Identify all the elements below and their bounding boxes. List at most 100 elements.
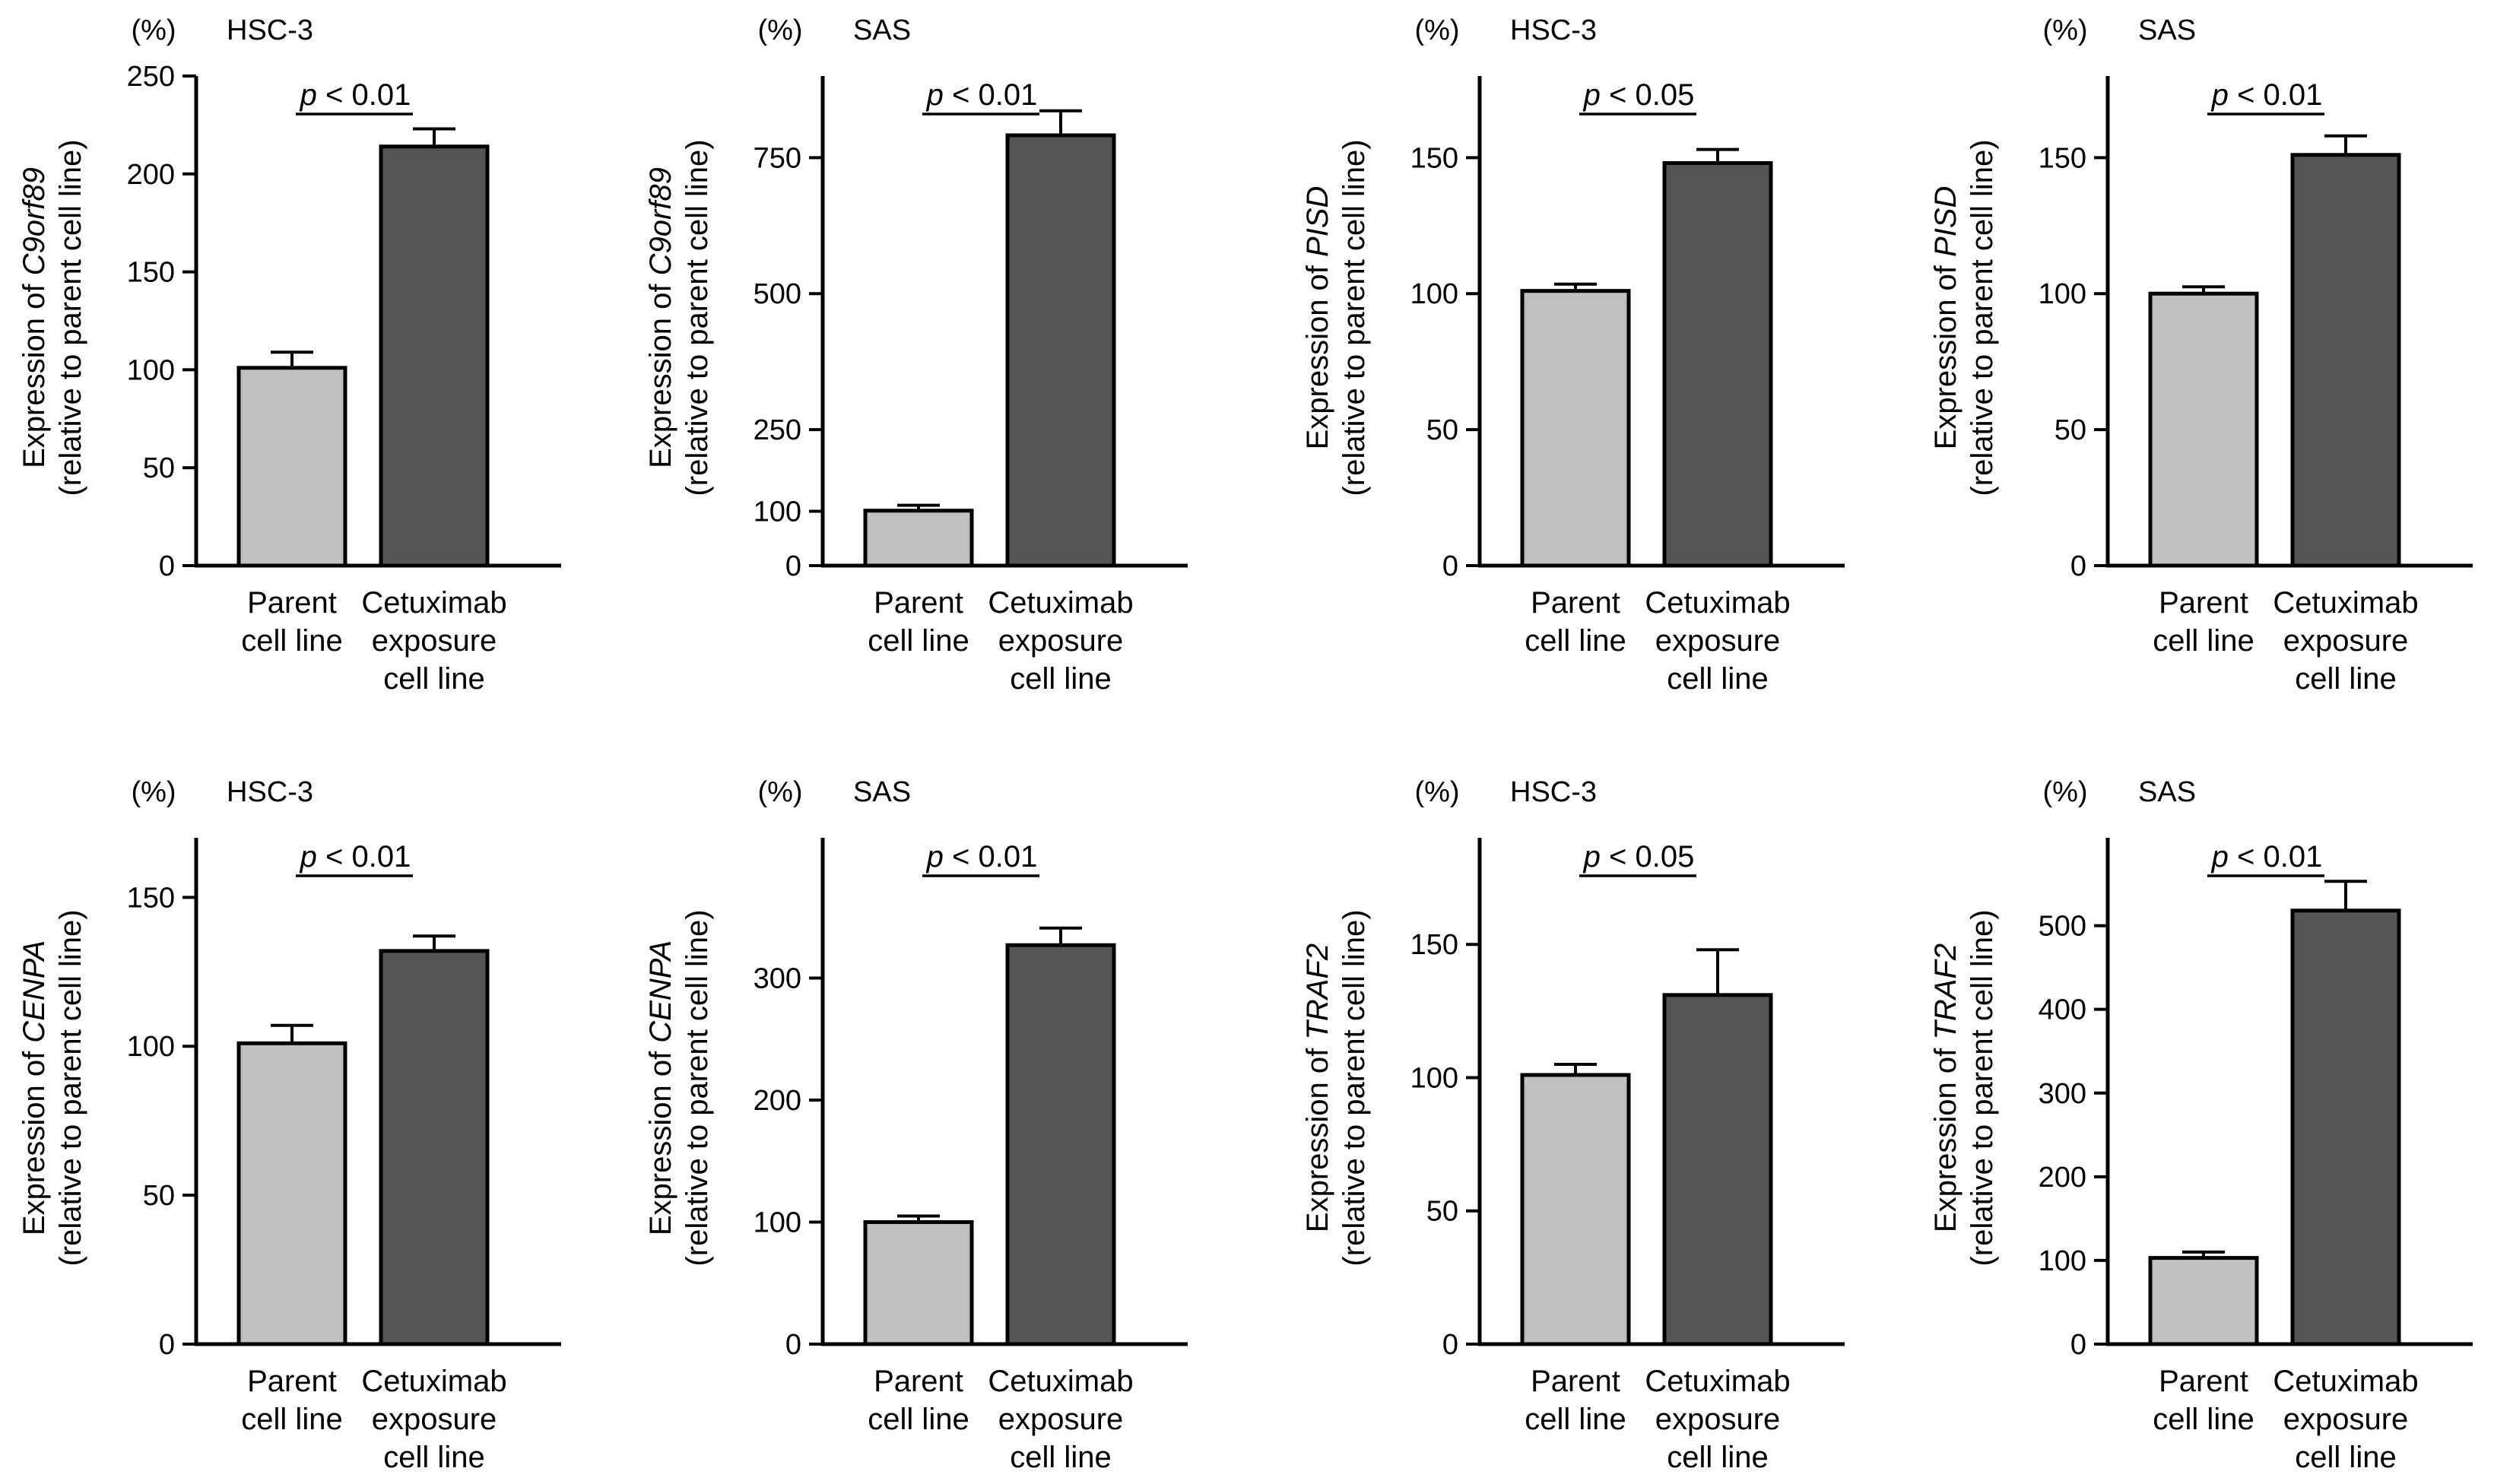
y-tick-label: 50 (143, 452, 175, 484)
y-axis-sublabel: (relative to parent cell line) (1337, 139, 1371, 496)
y-tick-label: 50 (143, 1180, 175, 1212)
category-label: cell line (1667, 1441, 1768, 1474)
y-tick-label: 200 (2039, 1162, 2086, 1194)
category-label: cell line (2295, 662, 2396, 696)
cell-line-title: HSC-3 (227, 776, 313, 808)
category-label: exposure (372, 624, 497, 658)
y-tick-label: 150 (1410, 142, 1458, 174)
y-tick-label: 100 (2039, 278, 2086, 310)
y-axis-sublabel: (relative to parent cell line) (54, 909, 87, 1266)
category-label: exposure (1655, 624, 1781, 658)
category-label: exposure (998, 1403, 1124, 1436)
y-axis-sublabel: (relative to parent cell line) (681, 139, 714, 496)
y-axis-label: Expression of TRAF2 (1929, 943, 1963, 1232)
category-label: Cetuximab (361, 586, 506, 620)
category-label: Parent (247, 586, 337, 620)
category-label: exposure (1655, 1403, 1781, 1436)
bar-parent (1520, 289, 1631, 568)
category-label: cell line (2295, 1441, 2396, 1474)
y-tick-label: 200 (754, 1085, 801, 1117)
y-tick-label: 200 (127, 159, 175, 191)
y-axis-sublabel: (relative to parent cell line) (681, 909, 714, 1266)
y-tick-label: 50 (1426, 1196, 1458, 1228)
gene-name: PISD (1929, 186, 1963, 257)
y-tick-label: 250 (754, 414, 801, 446)
y-tick-label: 0 (1442, 1329, 1458, 1361)
chart-panel-3: 0 50 100 150 (%) HSC-3 Expression of PISD (rela… (1301, 14, 1845, 696)
y-tick-label: 50 (1426, 414, 1458, 446)
bar-parent (236, 1041, 347, 1346)
y-tick-label: 750 (754, 142, 801, 174)
bar-cetuximab-exposure (1005, 943, 1116, 1346)
category-label: Cetuximab (361, 1365, 506, 1398)
chart-panel-6: 0 100 200 300 (%) SAS Expression of CENPA (rela… (644, 776, 1188, 1474)
unit-label: (%) (757, 14, 802, 46)
category-label: exposure (2283, 624, 2409, 658)
y-tick-label: 50 (2055, 414, 2086, 446)
bar-parent (2148, 1256, 2259, 1346)
y-tick-label: 150 (127, 882, 175, 914)
cell-line-title: SAS (2138, 776, 2196, 808)
chart-panel-4: 0 50 100 150 (%) SAS Expression of PISD (relati… (1929, 14, 2473, 696)
chart-panel-8: 0 100 200 300 400 500 (%) SAS Expression of TRAF… (1929, 776, 2473, 1474)
cell-line-title: SAS (853, 776, 911, 808)
cell-line-title: HSC-3 (1510, 14, 1597, 46)
category-label: Cetuximab (1645, 586, 1790, 620)
category-label: Parent (874, 586, 963, 620)
category-label: Parent (247, 1365, 337, 1398)
y-tick-label: 500 (2039, 911, 2086, 943)
unit-label: (%) (1414, 776, 1459, 808)
category-label: cell line (2153, 624, 2254, 658)
gene-name: CENPA (17, 940, 51, 1043)
bar-cetuximab-exposure (2290, 153, 2401, 568)
y-axis-label: Expression of PISD (1929, 186, 1963, 450)
cell-line-title: HSC-3 (1510, 776, 1597, 808)
category-label: Parent (874, 1365, 963, 1398)
category-label: cell line (1010, 662, 1111, 696)
y-axis-sublabel: (relative to parent cell line) (1966, 139, 1999, 496)
y-tick-label: 500 (754, 278, 801, 310)
category-label: exposure (2283, 1403, 2409, 1436)
p-value-label: p < 0.01 (300, 78, 411, 112)
unit-label: (%) (1414, 14, 1459, 46)
p-value-label: p < 0.01 (2211, 78, 2323, 112)
bar-cetuximab-exposure (1662, 160, 1773, 568)
y-tick-label: 0 (159, 1329, 175, 1361)
chart-panel-7: 0 50 100 150 (%) HSC-3 Expression of TRAF2 (rel… (1301, 776, 1845, 1474)
y-tick-label: 300 (754, 963, 801, 995)
category-label: Parent (2159, 586, 2248, 620)
y-tick-label: 100 (754, 496, 801, 528)
chart-panel-1: 0 50 100 150 200 250 (%) HSC-3 Expression of C9o… (17, 14, 561, 696)
bar-cetuximab-exposure (2290, 908, 2401, 1346)
category-label: exposure (372, 1403, 497, 1436)
y-tick-label: 300 (2039, 1078, 2086, 1110)
category-label: Parent (2159, 1365, 2248, 1398)
p-value-label: p < 0.01 (300, 840, 411, 874)
category-label: cell line (241, 624, 342, 658)
bar-parent (1520, 1073, 1631, 1346)
y-tick-label: 100 (127, 1031, 175, 1063)
category-label: cell line (1525, 1403, 1626, 1436)
gene-name: TRAF2 (1929, 943, 1963, 1040)
bar-cetuximab-exposure (379, 949, 490, 1346)
y-tick-label: 400 (2039, 994, 2086, 1026)
y-tick-label: 100 (754, 1207, 801, 1239)
bar-parent (2148, 291, 2259, 568)
category-label: Cetuximab (1645, 1365, 1790, 1398)
unit-label: (%) (131, 14, 176, 46)
y-tick-label: 0 (2070, 550, 2086, 582)
category-label: exposure (998, 624, 1124, 658)
gene-name: C9orf89 (644, 167, 677, 275)
category-label: cell line (868, 1403, 969, 1436)
gene-name: PISD (1301, 186, 1334, 257)
gene-name: TRAF2 (1301, 943, 1334, 1040)
y-axis-label: Expression of CENPA (17, 940, 51, 1235)
category-label: cell line (1525, 624, 1626, 658)
category-label: cell line (383, 662, 484, 696)
category-label: cell line (1010, 1441, 1111, 1474)
y-axis-label: Expression of C9orf89 (644, 167, 677, 468)
cell-line-title: HSC-3 (227, 14, 313, 46)
y-tick-label: 150 (1410, 929, 1458, 961)
category-label: Cetuximab (988, 1365, 1133, 1398)
bar-cetuximab-exposure (379, 144, 490, 568)
